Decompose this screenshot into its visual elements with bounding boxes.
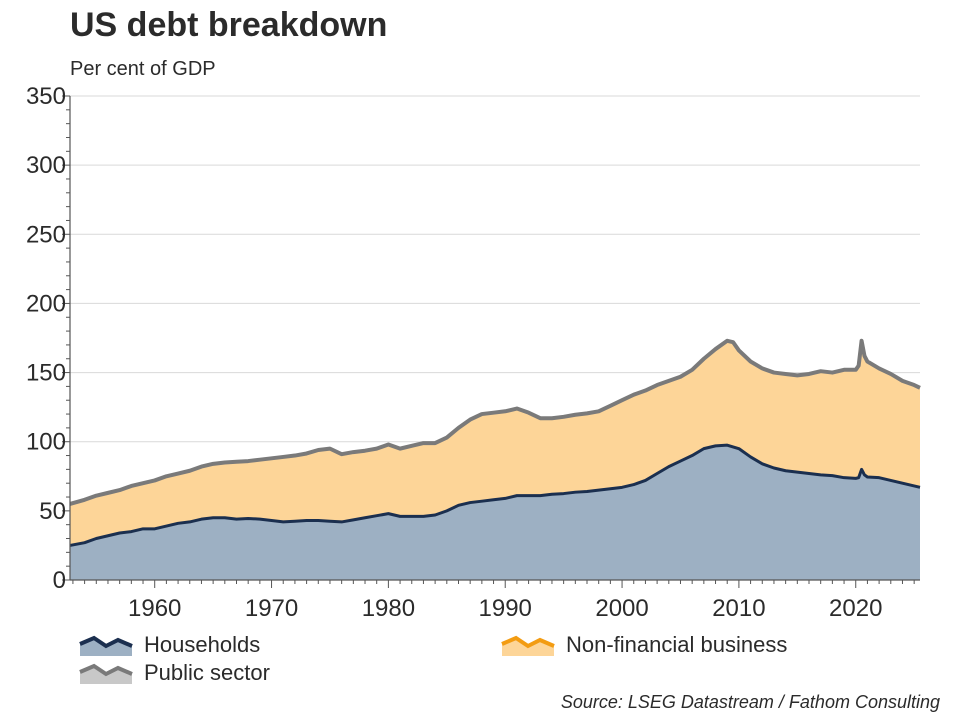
y-axis-ticks: 0 50 100 150 200 250 300 350 bbox=[26, 83, 66, 594]
legend: Households Public sector Non-financial b… bbox=[0, 630, 960, 690]
y-tick-label: 150 bbox=[26, 360, 66, 387]
x-axis-ticks: 1960 1970 1980 1990 2000 2010 2020 bbox=[128, 595, 882, 622]
area-series bbox=[69, 338, 921, 580]
chart-plot: 0 50 100 150 200 250 300 350 1960 1970 1980 1990 20… bbox=[26, 83, 921, 622]
y-tick-label: 300 bbox=[26, 152, 66, 179]
line-total bbox=[69, 338, 921, 506]
legend-swatch-non-financial-business bbox=[501, 635, 555, 656]
x-tick-label: 2010 bbox=[712, 595, 765, 622]
line-households bbox=[69, 443, 921, 547]
y-tick-label: 200 bbox=[26, 290, 66, 317]
legend-item-non-financial-business: Non-financial business bbox=[500, 632, 787, 658]
y-tick-label: 0 bbox=[53, 567, 66, 594]
chart-subtitle: Per cent of GDP bbox=[70, 58, 216, 80]
y-tick-label: 100 bbox=[26, 429, 66, 456]
legend-swatch-households bbox=[79, 635, 133, 656]
legend-label-public-sector: Public sector bbox=[144, 660, 270, 685]
area-households bbox=[70, 445, 920, 580]
x-tick-label: 1980 bbox=[362, 595, 415, 622]
source-note: Source: LSEG Datastream / Fathom Consult… bbox=[560, 692, 940, 712]
legend-swatch-public-sector bbox=[79, 663, 133, 684]
legend-item-households: Households bbox=[78, 632, 260, 658]
y-tick-label: 350 bbox=[26, 83, 66, 110]
legend-item-public-sector: Public sector bbox=[78, 660, 270, 686]
y-tick-label: 250 bbox=[26, 221, 66, 248]
axes bbox=[62, 95, 920, 588]
legend-label-non-financial-business: Non-financial business bbox=[566, 632, 788, 657]
x-tick-label: 1970 bbox=[245, 595, 298, 622]
legend-label-households: Households bbox=[144, 632, 261, 657]
x-tick-label: 2000 bbox=[595, 595, 648, 622]
chart-title: US debt breakdown bbox=[70, 6, 388, 44]
area-non-financial-business bbox=[70, 340, 920, 546]
y-tick-label: 50 bbox=[39, 498, 66, 525]
x-tick-label: 1960 bbox=[128, 595, 181, 622]
x-tick-label: 1990 bbox=[479, 595, 532, 622]
x-tick-label: 2020 bbox=[829, 595, 882, 622]
